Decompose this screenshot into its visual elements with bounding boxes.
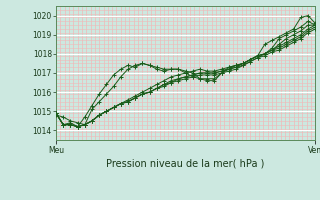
X-axis label: Pression niveau de la mer( hPa ): Pression niveau de la mer( hPa ) (107, 159, 265, 169)
